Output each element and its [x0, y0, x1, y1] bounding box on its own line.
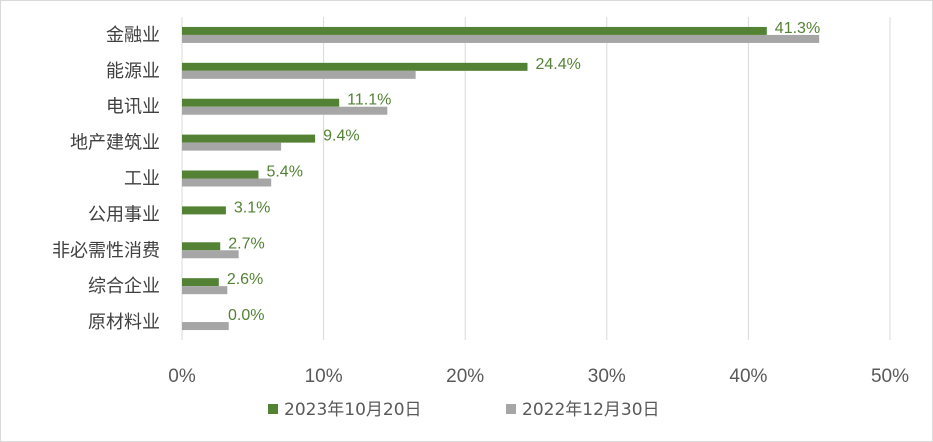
bar-2023: [182, 242, 221, 251]
bar-2023: [182, 62, 528, 71]
data-label: 2.6%: [227, 271, 263, 288]
x-tick-label: 50%: [871, 366, 909, 387]
bar-2023: [182, 206, 226, 215]
bar-2022: [182, 286, 228, 295]
data-label: 41.3%: [775, 20, 820, 37]
legend-label-2022: 2022年12月30日: [522, 400, 660, 420]
category-label: 公用事业: [88, 204, 160, 225]
bar-2023: [182, 98, 340, 107]
x-tick-label: 30%: [588, 366, 626, 387]
data-labels: 41.3% 24.4% 11.1% 9.4% 5.4% 3.1% 2.7% 2.6% 0.0%: [227, 20, 820, 324]
bar-2023: [182, 278, 219, 287]
category-label: 综合企业: [88, 276, 160, 297]
data-label: 2.7%: [228, 235, 264, 252]
legend-label-2023: 2023年10月20日: [284, 400, 422, 420]
x-tick-label: 20%: [446, 366, 484, 387]
data-label: 11.1%: [347, 92, 391, 109]
bar-2022: [182, 34, 820, 43]
data-label: 9.4%: [323, 128, 359, 145]
data-label: 5.4%: [266, 164, 302, 181]
bar-2023: [182, 134, 316, 143]
bar-2022: [182, 106, 388, 115]
legend: 2023年10月20日 2022年12月30日: [268, 400, 660, 420]
bar-2022: [182, 142, 282, 151]
bar-2023: [182, 170, 259, 179]
category-label: 原材料业: [88, 312, 160, 333]
bar-2023: [182, 26, 767, 35]
data-label: 0.0%: [228, 307, 264, 324]
x-tick-label: 10%: [305, 366, 343, 387]
x-tick-label: 0%: [168, 366, 196, 387]
x-axis-tick-labels: 0% 10% 20% 30% 40% 50%: [168, 366, 909, 387]
category-label: 工业: [124, 169, 160, 190]
category-label: 非必需性消费: [52, 240, 160, 261]
category-label: 电讯业: [106, 97, 160, 118]
data-label: 24.4%: [536, 56, 581, 73]
category-label: 地产建筑业: [70, 133, 160, 154]
bar-2022: [182, 250, 239, 259]
legend-swatch-2023: [268, 404, 278, 414]
bar-2022: [182, 70, 416, 79]
bar-2022: [182, 178, 272, 187]
bars: [182, 26, 820, 331]
category-label: 金融业: [106, 25, 160, 46]
bar-2022: [182, 322, 229, 331]
x-tick-label: 40%: [729, 366, 767, 387]
data-label: 3.1%: [234, 199, 270, 216]
legend-swatch-2022: [506, 404, 516, 414]
category-label: 能源业: [106, 61, 160, 82]
